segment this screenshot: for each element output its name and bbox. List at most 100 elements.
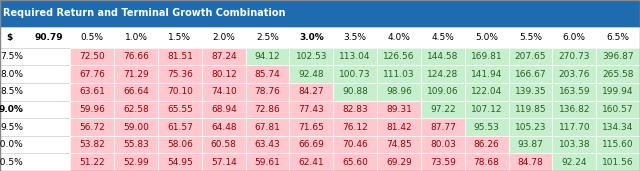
FancyBboxPatch shape [158, 101, 202, 118]
FancyBboxPatch shape [70, 48, 114, 65]
Text: 98.96: 98.96 [386, 87, 412, 96]
Text: 10.5%: 10.5% [0, 158, 24, 167]
Text: 396.87: 396.87 [602, 52, 634, 61]
FancyBboxPatch shape [509, 153, 552, 171]
FancyBboxPatch shape [289, 118, 333, 136]
Text: 107.12: 107.12 [471, 105, 502, 114]
FancyBboxPatch shape [114, 136, 158, 153]
FancyBboxPatch shape [202, 83, 246, 101]
FancyBboxPatch shape [70, 153, 114, 171]
Text: 81.51: 81.51 [167, 52, 193, 61]
Text: 160.57: 160.57 [602, 105, 634, 114]
FancyBboxPatch shape [114, 48, 158, 65]
Text: 63.43: 63.43 [255, 140, 280, 149]
Text: 97.22: 97.22 [430, 105, 456, 114]
Text: 78.68: 78.68 [474, 158, 500, 167]
Text: 139.35: 139.35 [515, 87, 547, 96]
Text: 84.78: 84.78 [518, 158, 543, 167]
Text: 103.38: 103.38 [559, 140, 590, 149]
Text: 4.0%: 4.0% [388, 33, 410, 42]
Text: 59.00: 59.00 [123, 123, 149, 131]
Text: 56.72: 56.72 [79, 123, 105, 131]
FancyBboxPatch shape [0, 136, 70, 153]
Text: 63.61: 63.61 [79, 87, 105, 96]
Text: 0.5%: 0.5% [81, 33, 104, 42]
Text: 207.65: 207.65 [515, 52, 546, 61]
Text: 93.87: 93.87 [518, 140, 543, 149]
Text: 74.10: 74.10 [211, 87, 237, 96]
Text: 66.69: 66.69 [298, 140, 324, 149]
Text: 101.56: 101.56 [602, 158, 634, 167]
FancyBboxPatch shape [158, 48, 202, 65]
Text: 53.82: 53.82 [79, 140, 105, 149]
FancyBboxPatch shape [421, 83, 465, 101]
Text: 2.0%: 2.0% [212, 33, 235, 42]
Text: 72.50: 72.50 [79, 52, 105, 61]
Text: 81.42: 81.42 [386, 123, 412, 131]
Text: 2.5%: 2.5% [256, 33, 279, 42]
FancyBboxPatch shape [421, 48, 465, 65]
FancyBboxPatch shape [202, 118, 246, 136]
Text: 6.5%: 6.5% [607, 33, 630, 42]
Text: 58.06: 58.06 [167, 140, 193, 149]
Text: 77.43: 77.43 [298, 105, 324, 114]
Text: 3.0%: 3.0% [299, 33, 324, 42]
Text: 86.26: 86.26 [474, 140, 500, 149]
FancyBboxPatch shape [552, 118, 596, 136]
Text: 71.29: 71.29 [124, 70, 149, 79]
FancyBboxPatch shape [421, 153, 465, 171]
FancyBboxPatch shape [509, 118, 552, 136]
Text: 111.03: 111.03 [383, 70, 415, 79]
FancyBboxPatch shape [246, 65, 289, 83]
FancyBboxPatch shape [202, 101, 246, 118]
FancyBboxPatch shape [0, 118, 70, 136]
Text: 67.81: 67.81 [255, 123, 280, 131]
Text: 59.96: 59.96 [79, 105, 105, 114]
Text: 57.14: 57.14 [211, 158, 237, 167]
FancyBboxPatch shape [289, 153, 333, 171]
FancyBboxPatch shape [509, 65, 552, 83]
Text: 74.85: 74.85 [386, 140, 412, 149]
FancyBboxPatch shape [509, 83, 552, 101]
FancyBboxPatch shape [421, 136, 465, 153]
Text: 3.5%: 3.5% [344, 33, 367, 42]
Text: 70.46: 70.46 [342, 140, 368, 149]
FancyBboxPatch shape [0, 0, 640, 27]
FancyBboxPatch shape [465, 153, 509, 171]
FancyBboxPatch shape [0, 65, 70, 83]
Text: 71.65: 71.65 [298, 123, 324, 131]
Text: 92.48: 92.48 [299, 70, 324, 79]
FancyBboxPatch shape [596, 118, 640, 136]
FancyBboxPatch shape [509, 136, 552, 153]
FancyBboxPatch shape [465, 101, 509, 118]
FancyBboxPatch shape [596, 48, 640, 65]
Text: 69.29: 69.29 [386, 158, 412, 167]
Text: 76.12: 76.12 [342, 123, 368, 131]
Text: 119.85: 119.85 [515, 105, 547, 114]
Text: 169.81: 169.81 [471, 52, 502, 61]
FancyBboxPatch shape [0, 101, 70, 118]
FancyBboxPatch shape [377, 83, 421, 101]
FancyBboxPatch shape [246, 83, 289, 101]
Text: 100.73: 100.73 [339, 70, 371, 79]
Text: 62.41: 62.41 [299, 158, 324, 167]
FancyBboxPatch shape [333, 65, 377, 83]
FancyBboxPatch shape [377, 48, 421, 65]
FancyBboxPatch shape [289, 48, 333, 65]
FancyBboxPatch shape [114, 153, 158, 171]
Text: 126.56: 126.56 [383, 52, 415, 61]
FancyBboxPatch shape [552, 48, 596, 65]
FancyBboxPatch shape [158, 153, 202, 171]
FancyBboxPatch shape [465, 83, 509, 101]
Text: 90.88: 90.88 [342, 87, 368, 96]
Text: 102.53: 102.53 [296, 52, 327, 61]
Text: 115.60: 115.60 [602, 140, 634, 149]
Text: 76.66: 76.66 [123, 52, 149, 61]
Text: 7.5%: 7.5% [1, 52, 24, 61]
FancyBboxPatch shape [465, 65, 509, 83]
Text: 51.22: 51.22 [79, 158, 105, 167]
Text: 52.99: 52.99 [124, 158, 149, 167]
FancyBboxPatch shape [552, 136, 596, 153]
Text: 54.95: 54.95 [167, 158, 193, 167]
Text: 4.5%: 4.5% [431, 33, 454, 42]
